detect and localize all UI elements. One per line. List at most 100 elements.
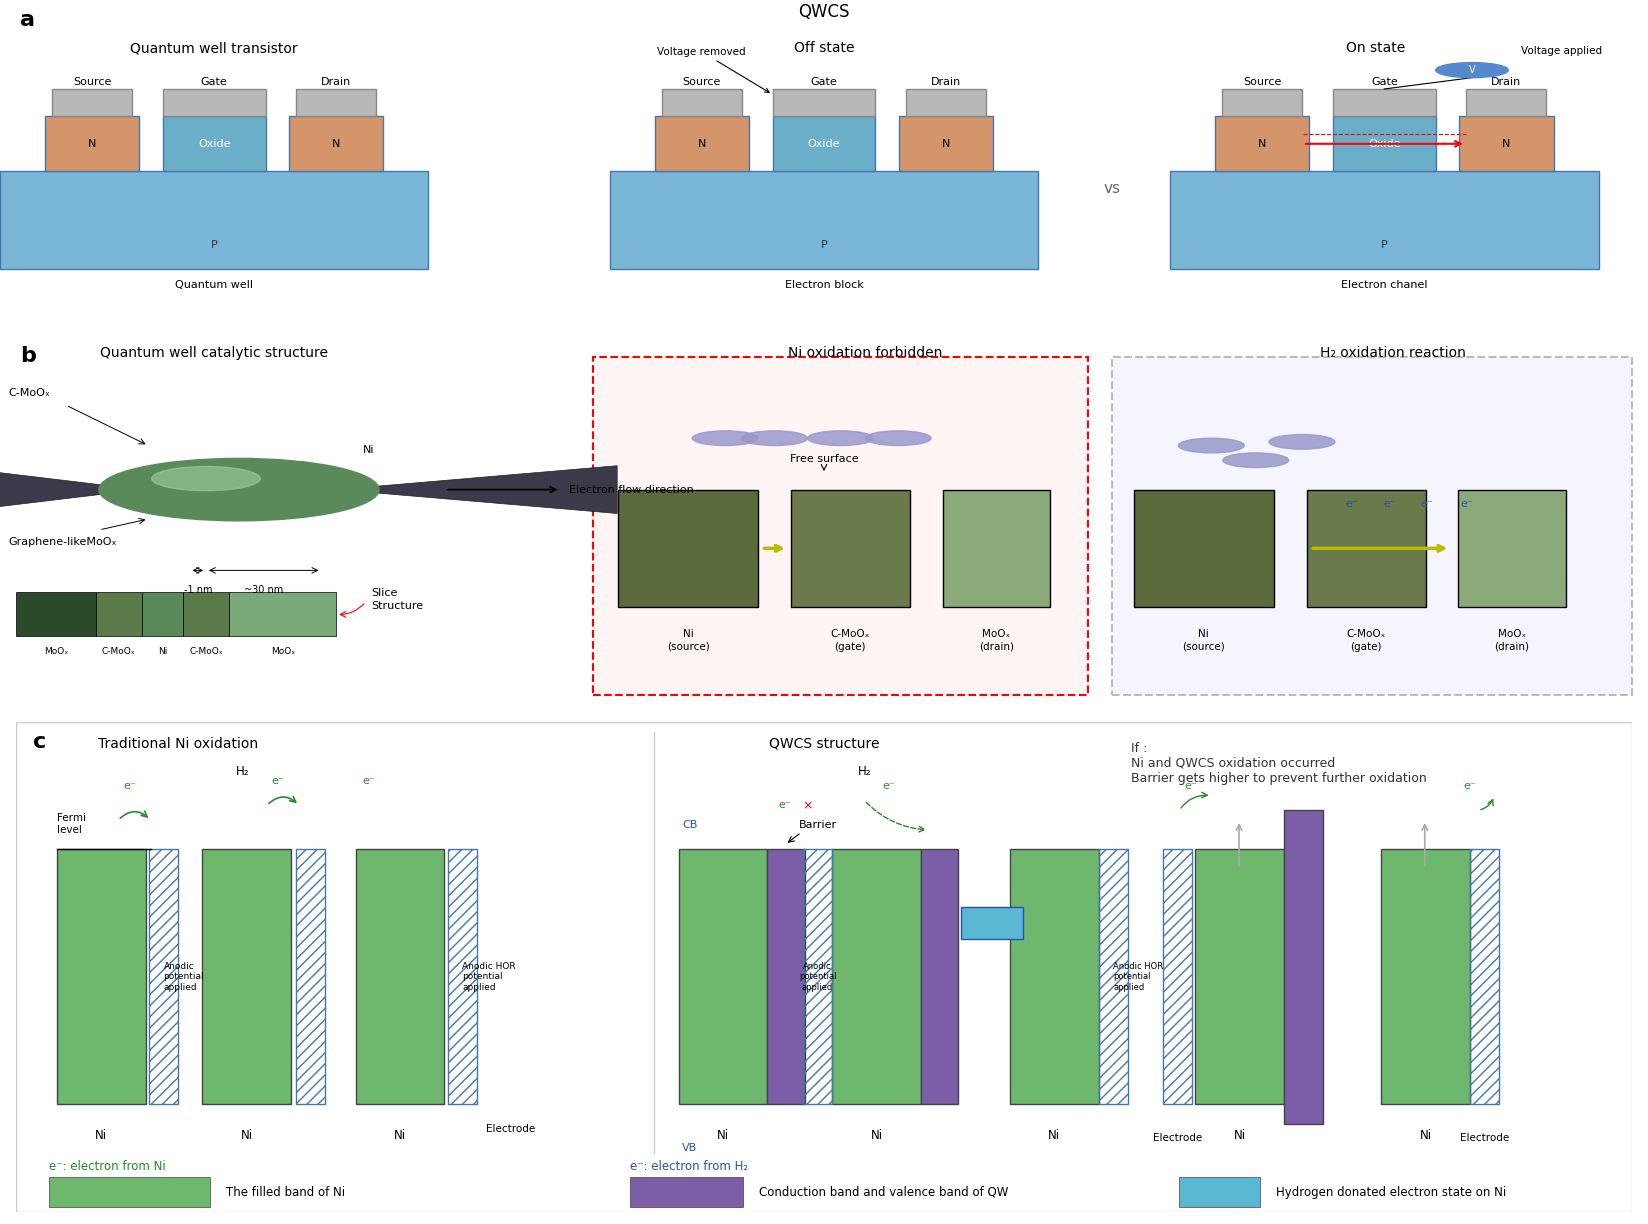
FancyBboxPatch shape	[773, 89, 875, 116]
FancyBboxPatch shape	[53, 89, 132, 116]
FancyBboxPatch shape	[1333, 89, 1435, 116]
Text: Traditional Ni oxidation: Traditional Ni oxidation	[97, 737, 259, 750]
Text: Drain: Drain	[931, 77, 961, 87]
FancyBboxPatch shape	[163, 116, 265, 171]
FancyBboxPatch shape	[768, 849, 804, 1104]
FancyBboxPatch shape	[900, 116, 994, 171]
Text: N: N	[333, 138, 341, 149]
Circle shape	[1223, 453, 1289, 468]
Text: MoOₓ: MoOₓ	[272, 647, 295, 656]
FancyBboxPatch shape	[297, 89, 376, 116]
FancyBboxPatch shape	[630, 1177, 743, 1207]
Text: Ni oxidation forbidden: Ni oxidation forbidden	[788, 346, 943, 360]
Text: MoOₓ: MoOₓ	[44, 647, 68, 656]
Text: C-MoOₓ
(gate): C-MoOₓ (gate)	[1346, 629, 1386, 651]
Text: N: N	[1257, 138, 1266, 149]
Text: Gate: Gate	[1371, 77, 1398, 87]
Text: Drain: Drain	[321, 77, 351, 87]
Text: Hydrogen donated electron state on Ni: Hydrogen donated electron state on Ni	[1276, 1186, 1506, 1198]
Text: Off state: Off state	[794, 42, 854, 55]
Text: Ni
(source): Ni (source)	[1183, 629, 1224, 651]
Text: Fermi
level: Fermi level	[56, 813, 86, 835]
FancyBboxPatch shape	[16, 722, 1632, 1212]
Circle shape	[99, 459, 379, 521]
FancyBboxPatch shape	[229, 592, 336, 636]
Text: QWCS structure: QWCS structure	[768, 737, 880, 750]
Text: N: N	[1503, 138, 1511, 149]
Text: MoOₓ
(drain): MoOₓ (drain)	[979, 629, 1014, 651]
Text: N: N	[87, 138, 96, 149]
Text: -1 nm: -1 nm	[183, 585, 213, 595]
Circle shape	[808, 431, 873, 446]
Text: Ni: Ni	[1234, 1129, 1246, 1142]
Text: Electrode: Electrode	[486, 1124, 536, 1133]
Text: Anodic
potential
applied: Anodic potential applied	[799, 962, 836, 991]
FancyBboxPatch shape	[1458, 490, 1566, 607]
FancyBboxPatch shape	[1223, 89, 1302, 116]
Text: e⁻: e⁻	[272, 776, 285, 786]
FancyBboxPatch shape	[610, 170, 1038, 269]
FancyBboxPatch shape	[16, 592, 96, 636]
Text: Ni: Ni	[1419, 1129, 1432, 1142]
Text: Free surface: Free surface	[789, 454, 859, 464]
Text: Ni: Ni	[717, 1129, 728, 1142]
FancyBboxPatch shape	[679, 849, 768, 1104]
Text: Electron chanel: Electron chanel	[1341, 279, 1427, 290]
Text: Ni: Ni	[870, 1129, 883, 1142]
Text: Drain: Drain	[1491, 77, 1521, 87]
Text: e⁻: electron from H₂: e⁻: electron from H₂	[630, 1159, 748, 1173]
FancyBboxPatch shape	[44, 116, 138, 171]
FancyBboxPatch shape	[1284, 810, 1323, 1124]
Circle shape	[692, 431, 758, 446]
FancyBboxPatch shape	[654, 116, 748, 171]
Text: N: N	[943, 138, 951, 149]
FancyBboxPatch shape	[961, 907, 1023, 939]
Text: N: N	[697, 138, 705, 149]
Text: Anodic HOR
potential
applied: Anodic HOR potential applied	[1112, 962, 1163, 991]
Circle shape	[742, 431, 808, 446]
Circle shape	[865, 431, 931, 446]
Text: Ni
(source): Ni (source)	[667, 629, 709, 651]
Text: Barrier: Barrier	[799, 820, 837, 830]
Text: H₂: H₂	[857, 765, 872, 777]
Text: MoOₓ
(drain): MoOₓ (drain)	[1495, 629, 1529, 651]
Polygon shape	[0, 464, 140, 515]
Text: ×: ×	[803, 799, 812, 812]
Text: Voltage removed: Voltage removed	[658, 47, 770, 92]
Text: Oxide: Oxide	[808, 138, 840, 149]
Text: Quantum well catalytic structure: Quantum well catalytic structure	[101, 346, 328, 360]
Text: P: P	[1381, 240, 1388, 250]
FancyBboxPatch shape	[832, 849, 921, 1104]
Text: e⁻: e⁻	[124, 781, 135, 791]
Text: Oxide: Oxide	[1368, 138, 1401, 149]
FancyBboxPatch shape	[921, 849, 957, 1104]
Text: Source: Source	[1243, 77, 1282, 87]
Text: Quantum well: Quantum well	[175, 279, 254, 290]
Text: H₂ oxidation reaction: H₂ oxidation reaction	[1320, 346, 1465, 360]
Text: b: b	[20, 346, 36, 366]
FancyBboxPatch shape	[1010, 849, 1099, 1104]
Text: C-MoOₓ: C-MoOₓ	[102, 647, 135, 656]
Text: e⁻: e⁻	[1185, 781, 1196, 791]
Text: a: a	[20, 10, 35, 31]
Text: V: V	[1468, 65, 1475, 75]
Text: e⁻: electron from Ni: e⁻: electron from Ni	[49, 1159, 165, 1173]
Text: Quantum well transistor: Quantum well transistor	[130, 42, 298, 55]
FancyBboxPatch shape	[56, 849, 145, 1104]
Text: If :
Ni and QWCS oxidation occurred
Barrier gets higher to prevent further oxida: If : Ni and QWCS oxidation occurred Barr…	[1131, 742, 1427, 785]
Text: Electrode: Electrode	[1154, 1133, 1203, 1143]
Circle shape	[1435, 62, 1508, 77]
FancyBboxPatch shape	[163, 89, 265, 116]
FancyBboxPatch shape	[906, 89, 986, 116]
Text: Voltage applied: Voltage applied	[1521, 47, 1602, 56]
Text: C-MoOₓ: C-MoOₓ	[8, 388, 49, 398]
FancyBboxPatch shape	[1333, 116, 1435, 171]
FancyBboxPatch shape	[1180, 1177, 1261, 1207]
Text: c: c	[33, 732, 46, 752]
Text: CB: CB	[682, 820, 697, 830]
Text: Ni: Ni	[1048, 1129, 1060, 1142]
Text: ~30 nm: ~30 nm	[244, 585, 283, 595]
Text: Slice
Structure: Slice Structure	[371, 589, 424, 611]
Polygon shape	[336, 465, 616, 514]
Text: Conduction band and valence band of QW: Conduction band and valence band of QW	[760, 1186, 1009, 1198]
